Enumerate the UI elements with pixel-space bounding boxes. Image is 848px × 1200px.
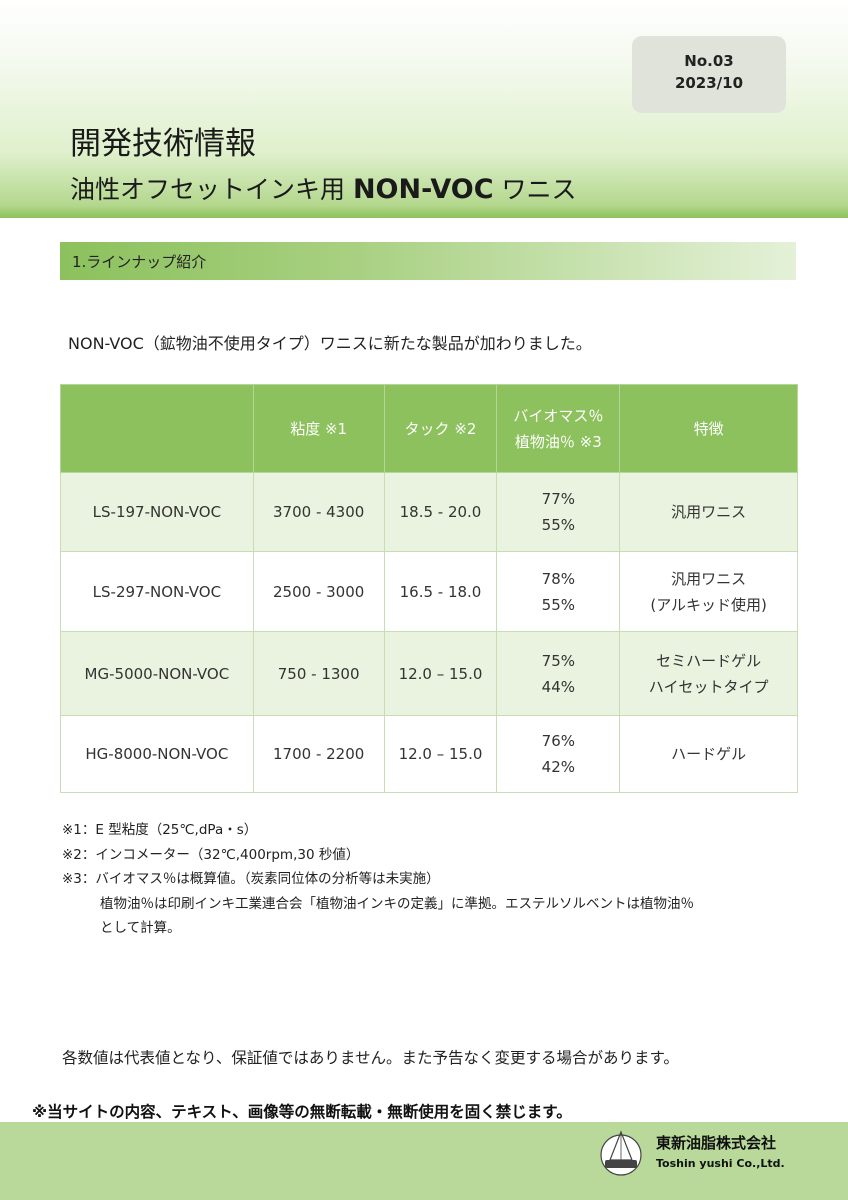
company-name-en: Toshin yushi Co.,Ltd.	[656, 1157, 785, 1170]
table-header-row: 粘度 ※1 タック ※2 バイオマス％ 植物油％ ※3 特徴	[60, 384, 798, 473]
table-row: MG-5000-NON-VOC 750 - 1300 12.0 – 15.0 7…	[60, 631, 798, 716]
cell-vegoil-value: 55%	[541, 516, 575, 534]
cell-biomass: 76% 42%	[496, 715, 621, 793]
header-biomass-line1: バイオマス％	[513, 406, 604, 425]
cell-feature-line1: ハードゲル	[671, 745, 747, 763]
cell-feature: セミハードゲル ハイセットタイプ	[619, 631, 798, 716]
page-subtitle: 油性オフセットインキ用 NON-VOC ワニス	[70, 170, 576, 206]
cell-viscosity: 2500 - 3000	[252, 551, 385, 632]
company-logo-icon	[600, 1130, 642, 1176]
cell-biomass-value: 75%	[541, 651, 575, 670]
header-tack: タック ※2	[383, 384, 498, 473]
subtitle-suffix: ワニス	[493, 175, 577, 204]
header-biomass-line2: 植物油％ ※3	[514, 432, 602, 451]
cell-feature-line1: 汎用ワニス	[671, 569, 747, 588]
footnotes: ※1：E 型粘度（25℃,dPa・s） ※2：インコメーター（32℃,400rp…	[62, 818, 694, 941]
page-title: 開発技術情報	[70, 126, 256, 162]
footnote: ※3：バイオマス％は概算値。（炭素同位体の分析等は未実施）	[62, 871, 440, 887]
header-biomass: バイオマス％ 植物油％ ※3	[496, 384, 621, 473]
table-row: HG-8000-NON-VOC 1700 - 2200 12.0 – 15.0 …	[60, 715, 798, 793]
company-name-jp: 東新油脂株式会社	[656, 1134, 777, 1152]
cell-tack: 12.0 – 15.0	[383, 631, 498, 716]
disclaimer: 各数値は代表値となり、保証値ではありません。また予告なく変更する場合があります。	[62, 1049, 679, 1067]
cell-tack: 16.5 - 18.0	[383, 551, 498, 632]
cell-biomass: 78% 55%	[496, 551, 621, 632]
cell-feature-line1: 汎用ワニス	[671, 503, 747, 521]
cell-feature-line2: (アルキッド使用)	[650, 595, 767, 614]
cell-vegoil-value: 55%	[541, 595, 575, 614]
header-feature: 特徴	[619, 384, 798, 473]
cell-product: LS-297-NON-VOC	[60, 551, 254, 632]
header-viscosity: 粘度 ※1	[252, 384, 385, 473]
cell-biomass: 77% 55%	[496, 472, 621, 552]
cell-product: MG-5000-NON-VOC	[60, 631, 254, 716]
cell-feature-line2: ハイセットタイプ	[648, 677, 769, 696]
cell-feature-line1: セミハードゲル	[656, 651, 762, 670]
section-heading-bar: 1.ラインナップ紹介	[60, 242, 796, 280]
footnote: として計算。	[100, 920, 181, 936]
issue-badge: No.03 2023/10	[632, 36, 786, 113]
subtitle-prefix: 油性オフセットインキ用	[70, 175, 353, 204]
cell-tack: 18.5 - 20.0	[383, 472, 498, 552]
subtitle-bold: NON-VOC	[352, 174, 494, 205]
table-row: LS-197-NON-VOC 3700 - 4300 18.5 - 20.0 7…	[60, 472, 798, 552]
table-row: LS-297-NON-VOC 2500 - 3000 16.5 - 18.0 7…	[60, 551, 798, 632]
cell-vegoil-value: 42%	[541, 758, 575, 776]
cell-feature: 汎用ワニス	[619, 472, 798, 552]
footnote: ※1：E 型粘度（25℃,dPa・s）	[62, 822, 258, 838]
cell-vegoil-value: 44%	[541, 677, 575, 696]
cell-viscosity: 3700 - 4300	[252, 472, 385, 552]
cell-feature: ハードゲル	[619, 715, 798, 793]
cell-biomass: 75% 44%	[496, 631, 621, 716]
cell-product: LS-197-NON-VOC	[60, 472, 254, 552]
cell-product: HG-8000-NON-VOC	[60, 715, 254, 793]
product-lineup-table: 粘度 ※1 タック ※2 バイオマス％ 植物油％ ※3 特徴 LS-197-NO…	[60, 384, 798, 793]
cell-biomass-value: 77%	[541, 490, 575, 508]
footnote: ※2：インコメーター（32℃,400rpm,30 秒値）	[62, 846, 360, 863]
footnote: 植物油％は印刷インキ工業連合会「植物油インキの定義」に準拠。エステルソルベントは…	[100, 895, 694, 912]
issue-date: 2023/10	[674, 74, 744, 92]
cell-biomass-value: 78%	[541, 569, 575, 588]
cell-viscosity: 750 - 1300	[252, 631, 385, 716]
section-heading: 1.ラインナップ紹介	[72, 253, 207, 271]
cell-tack: 12.0 – 15.0	[383, 715, 498, 793]
cell-biomass-value: 76%	[541, 732, 575, 750]
footer-background	[0, 1122, 848, 1200]
copyright-notice: ※当サイトの内容、テキスト、画像等の無断転載・無断使用を固く禁じます。	[32, 1103, 572, 1121]
header-product	[60, 384, 254, 473]
cell-feature: 汎用ワニス (アルキッド使用)	[619, 551, 798, 632]
issue-number: No.03	[684, 52, 734, 70]
cell-viscosity: 1700 - 2200	[252, 715, 385, 793]
intro-text: NON-VOC（鉱物油不使用タイプ）ワニスに新たな製品が加わりました。	[68, 334, 592, 353]
